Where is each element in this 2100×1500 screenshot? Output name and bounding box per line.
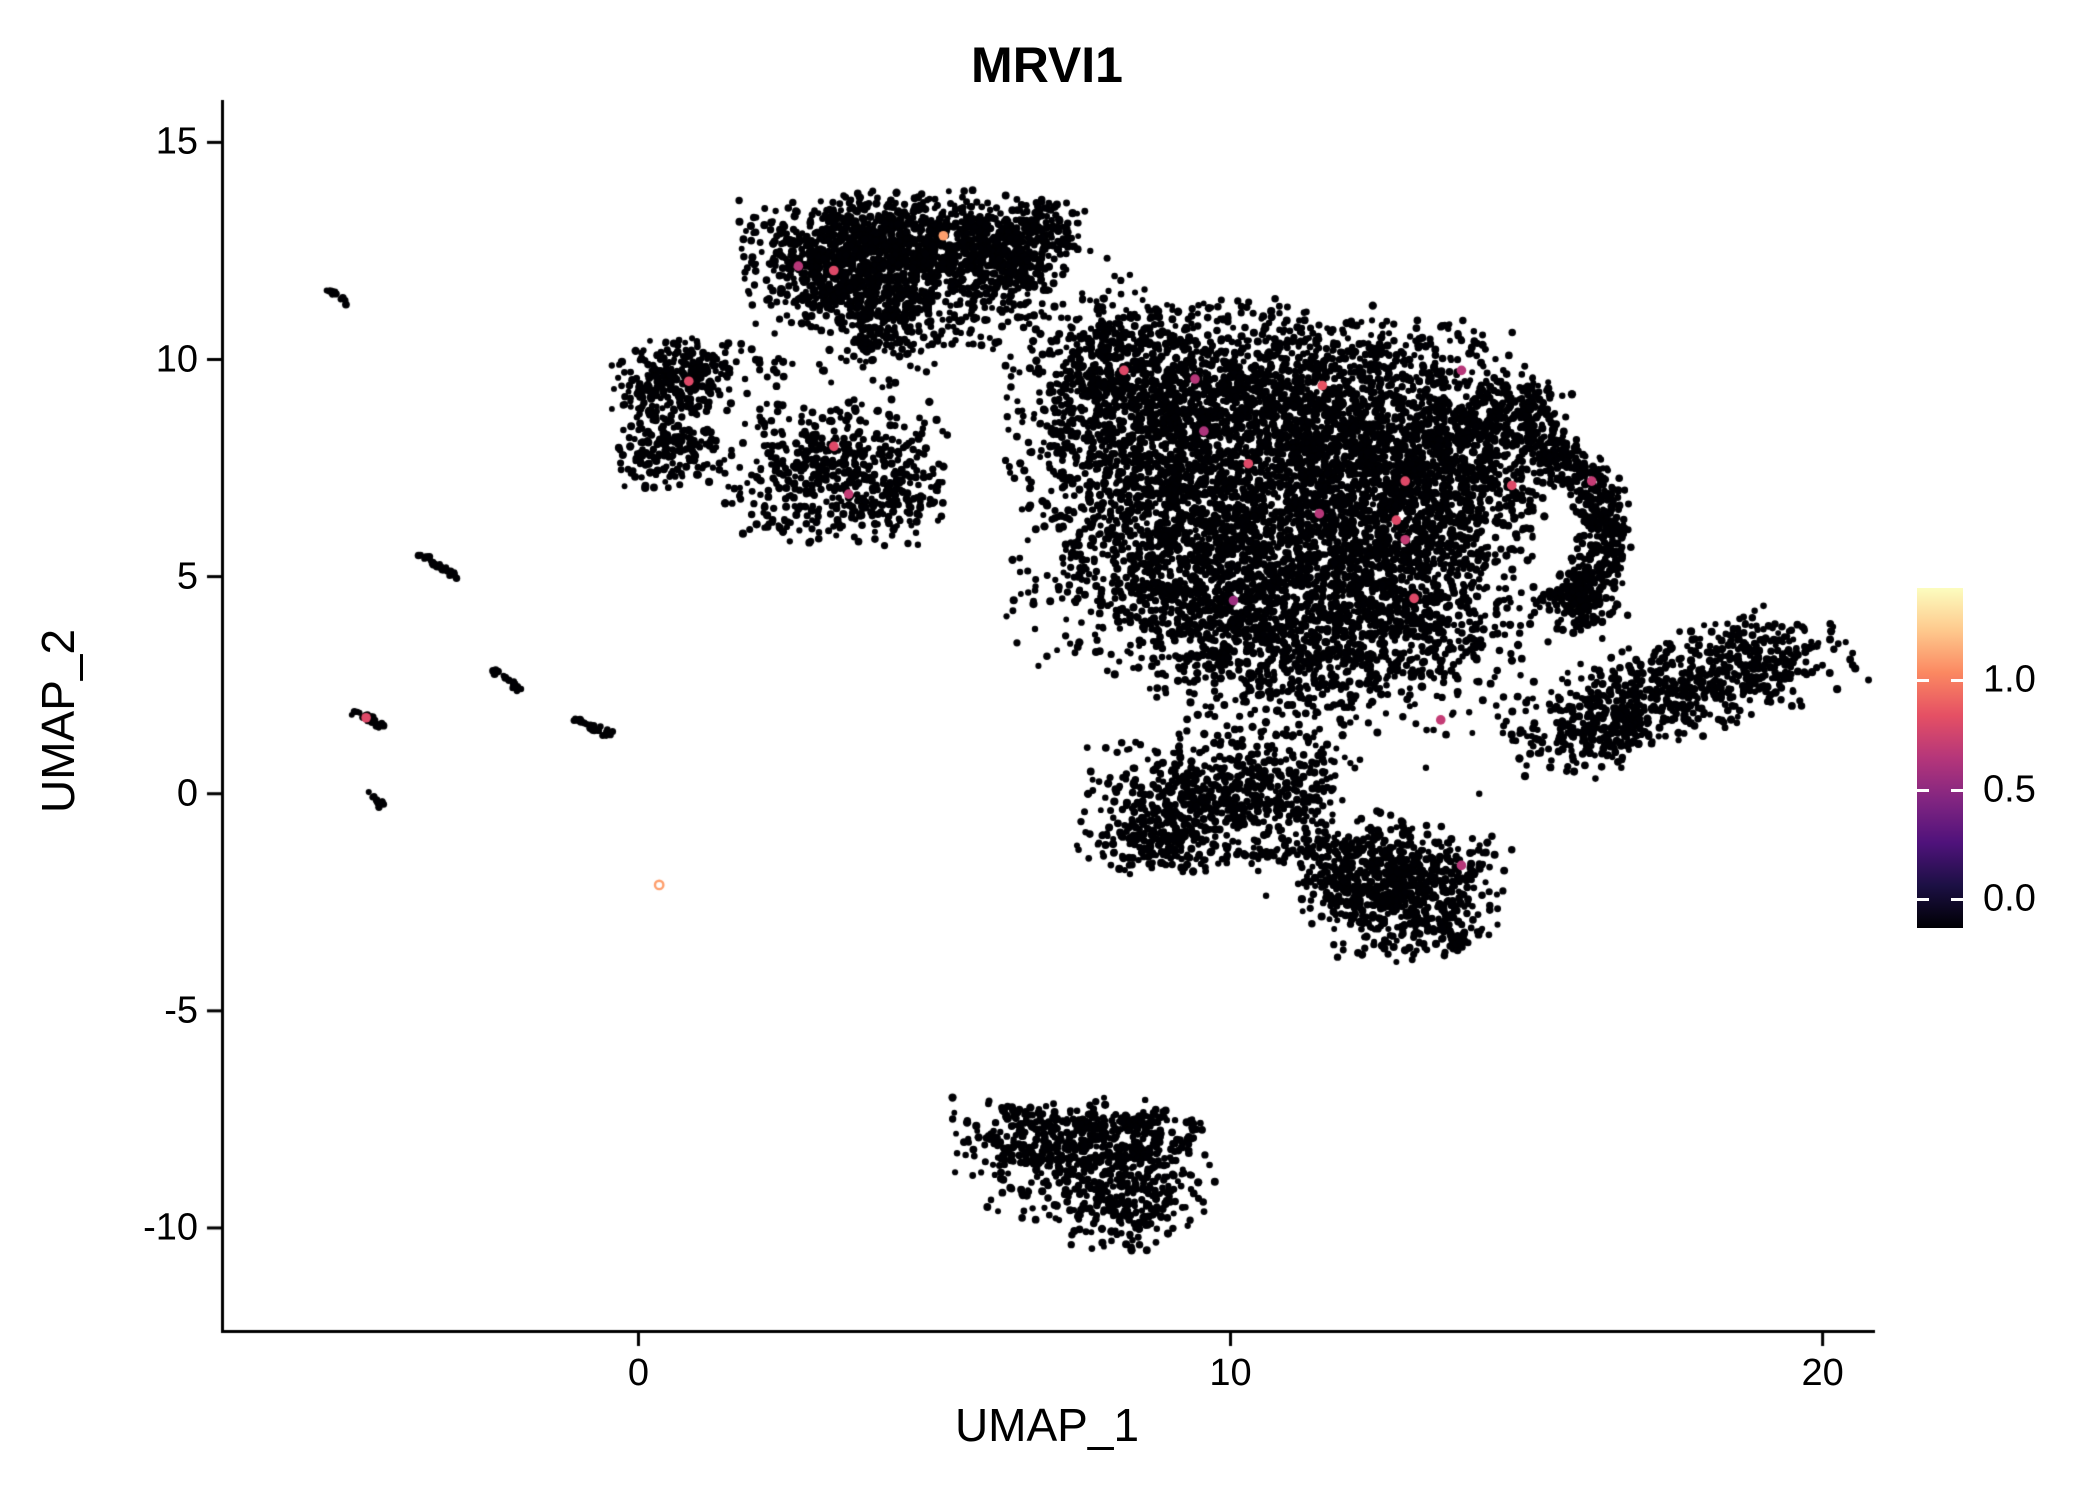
- y-tick-label: -5: [164, 989, 198, 1032]
- y-tick-label: -10: [143, 1206, 198, 1249]
- colorbar-tick-mark: [1951, 898, 1963, 901]
- colorbar-tick-label: 1.0: [1983, 658, 2036, 701]
- y-tick-label: 15: [155, 120, 198, 163]
- colorbar-tick-mark: [1917, 898, 1929, 901]
- colorbar-tick-mark: [1951, 789, 1963, 792]
- x-tick-label: 10: [1209, 1352, 1252, 1394]
- colorbar-tick-label: 0.5: [1983, 768, 2036, 811]
- y-tick-label: 0: [176, 772, 198, 815]
- y-tick-label: 5: [176, 555, 198, 598]
- plot-title: MRVI1: [971, 37, 1123, 93]
- colorbar-tick-label: 0.0: [1983, 877, 2036, 920]
- y-tick-label: 10: [155, 338, 198, 380]
- colorbar-gradient: [1917, 588, 1963, 928]
- colorbar-tick-mark: [1917, 789, 1929, 792]
- x-axis-label: UMAP_1: [954, 1399, 1140, 1451]
- colorbar-tick-mark: [1951, 679, 1963, 682]
- colorbar-tick-mark: [1917, 679, 1929, 682]
- y-axis-label: UMAP_2: [32, 628, 84, 814]
- expression-colorbar: 1.0 0.5 0.0: [1917, 588, 2100, 928]
- x-tick-label: 0: [627, 1352, 650, 1394]
- x-tick-label: 20: [1801, 1352, 1844, 1394]
